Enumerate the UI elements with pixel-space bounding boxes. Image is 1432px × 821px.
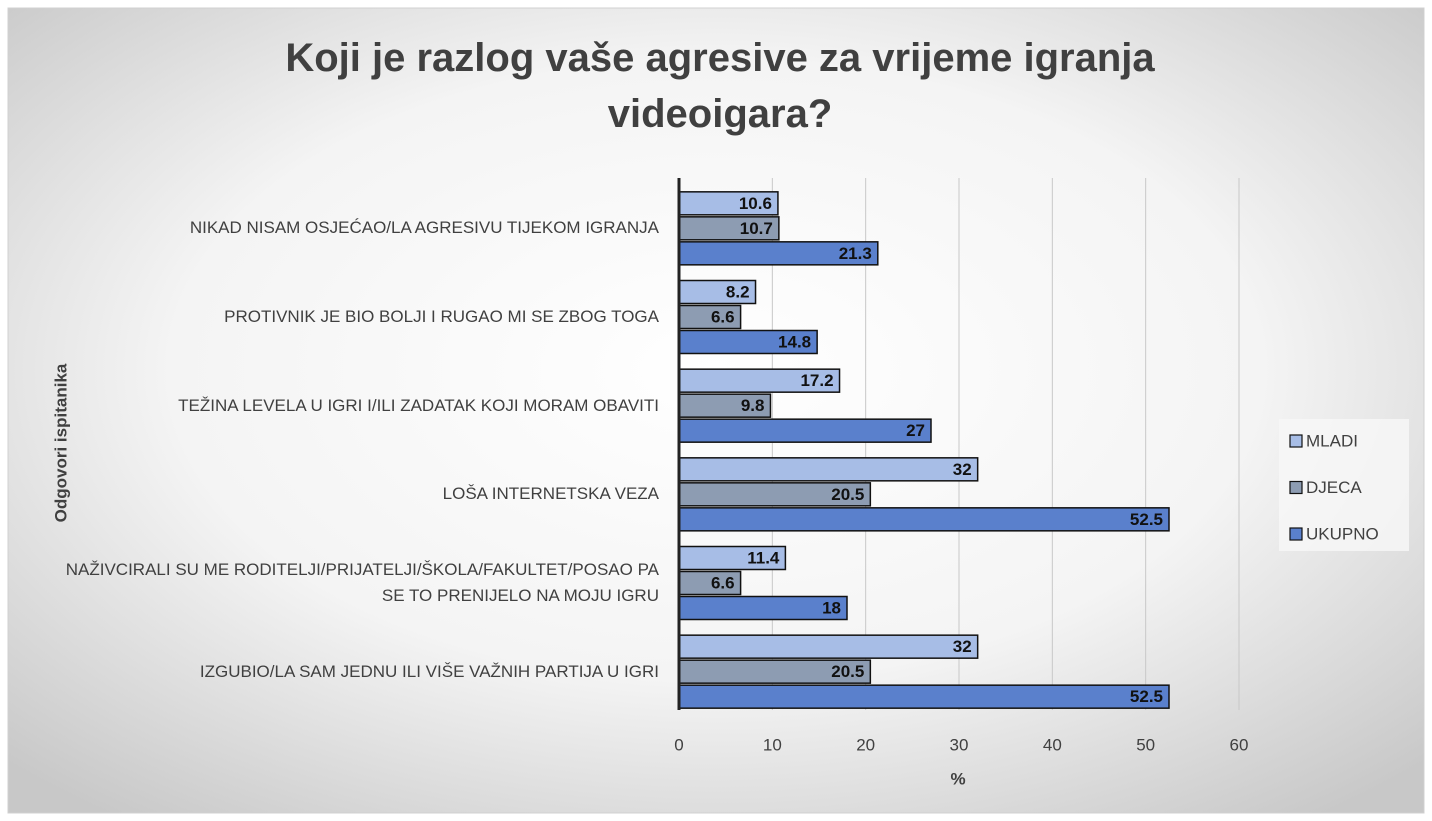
y-tick-label: LOŠA INTERNETSKA VEZA bbox=[442, 484, 659, 504]
data-label: 20.5 bbox=[831, 485, 864, 504]
data-label: 32 bbox=[953, 460, 972, 479]
legend-label: DJECA bbox=[1306, 478, 1362, 497]
x-tick-label: 20 bbox=[856, 735, 875, 754]
x-tick-label: 40 bbox=[1043, 735, 1062, 754]
legend-label: UKUPNO bbox=[1306, 524, 1379, 543]
chart-title: Koji je razlog vaše agresive za vrijeme … bbox=[285, 36, 1155, 136]
bar bbox=[678, 684, 1170, 709]
bar bbox=[678, 418, 932, 443]
x-tick-label: 10 bbox=[763, 735, 782, 754]
y-axis-title: Odgovori ispitanika bbox=[51, 363, 70, 522]
y-tick-label: TEŽINA LEVELA U IGRI I/ILI ZADATAK KOJI … bbox=[178, 395, 659, 415]
data-label: 14.8 bbox=[778, 332, 811, 351]
data-label: 11.4 bbox=[747, 548, 780, 567]
data-label: 10.7 bbox=[740, 219, 773, 238]
y-tick-label: PROTIVNIK JE BIO BOLJI I RUGAO MI SE ZBO… bbox=[224, 307, 659, 326]
data-label: 6.6 bbox=[711, 573, 735, 592]
legend-swatch bbox=[1289, 480, 1303, 495]
y-tick-label: NAŽIVCIRALI SU ME RODITELJI/PRIJATELJI/Š… bbox=[65, 560, 659, 605]
data-label: 52.5 bbox=[1130, 510, 1163, 529]
x-tick-label: 0 bbox=[674, 735, 683, 754]
legend-swatch bbox=[1289, 527, 1303, 541]
data-label: 20.5 bbox=[831, 662, 864, 681]
x-tick-label: 30 bbox=[950, 735, 969, 754]
data-label: 32 bbox=[953, 637, 972, 656]
y-tick-label: IZGUBIO/LA SAM JEDNU ILI VIŠE VAŽNIH PAR… bbox=[199, 661, 659, 681]
y-tick-label: NIKAD NISAM OSJEĆAO/LA AGRESIVU TIJEKOM … bbox=[189, 218, 659, 238]
legend-label: MLADI bbox=[1306, 431, 1358, 450]
bar bbox=[678, 634, 979, 659]
data-label: 18 bbox=[822, 598, 841, 617]
x-axis-title: % bbox=[950, 769, 965, 788]
bar bbox=[678, 457, 979, 482]
data-label: 52.5 bbox=[1130, 687, 1163, 706]
x-tick-label: 60 bbox=[1230, 735, 1249, 754]
data-label: 8.2 bbox=[726, 282, 750, 301]
legend-swatch bbox=[1289, 434, 1303, 448]
data-label: 6.6 bbox=[711, 307, 735, 326]
data-label: 9.8 bbox=[741, 396, 765, 415]
data-label: 27 bbox=[906, 421, 925, 440]
data-label: 17.2 bbox=[800, 371, 833, 390]
data-label: 10.6 bbox=[739, 194, 772, 213]
x-tick-label: 50 bbox=[1136, 735, 1155, 754]
data-label: 21.3 bbox=[839, 244, 872, 263]
bar bbox=[678, 507, 1170, 532]
